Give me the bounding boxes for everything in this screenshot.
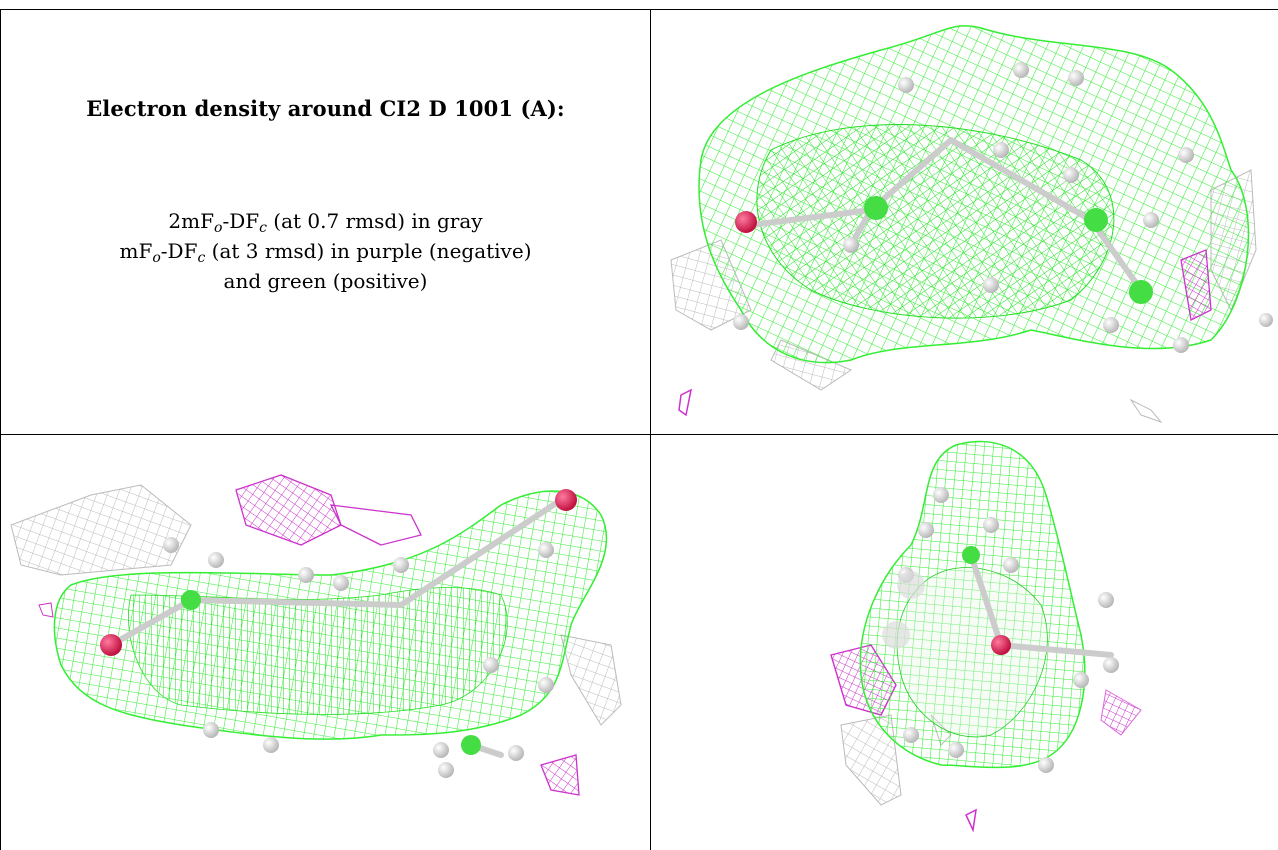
caption-cell: Electron density around CI2 D 1001 (A): … — [1, 10, 650, 434]
negative-density-mesh — [678, 249, 1212, 417]
negative-density-mesh — [38, 474, 580, 796]
positive-density-mesh — [53, 490, 608, 740]
legend-line-3: and green (positive) — [223, 269, 428, 293]
atoms — [733, 62, 1273, 353]
figure-title: Electron density around CI2 D 1001 (A): — [86, 96, 565, 121]
table-left-border — [0, 9, 1, 850]
molecule-model — [748, 137, 1144, 293]
legend-line-1: 2mFo-DFc (at 0.7 rmsd) in gray — [168, 209, 483, 236]
density-view-top — [670, 25, 1273, 424]
density-view-end — [830, 440, 1142, 833]
positive-density-mesh — [698, 25, 1250, 364]
atoms — [882, 487, 1119, 773]
legend-text: 2mFo-DFc (at 0.7 rmsd) in gray mFo-DFc (… — [1, 206, 650, 296]
molecule-model — [108, 497, 564, 758]
table-top-border — [0, 9, 1278, 10]
atoms — [100, 489, 577, 778]
table-center-border — [650, 9, 651, 850]
density-view-side — [10, 474, 622, 796]
molecule-model — [968, 552, 1114, 658]
gray-density-mesh — [10, 484, 622, 726]
table-middle-border — [0, 434, 1278, 435]
positive-density-mesh — [859, 440, 1086, 769]
legend-line-2: mFo-DFc (at 3 rmsd) in purple (negative) — [119, 239, 532, 266]
